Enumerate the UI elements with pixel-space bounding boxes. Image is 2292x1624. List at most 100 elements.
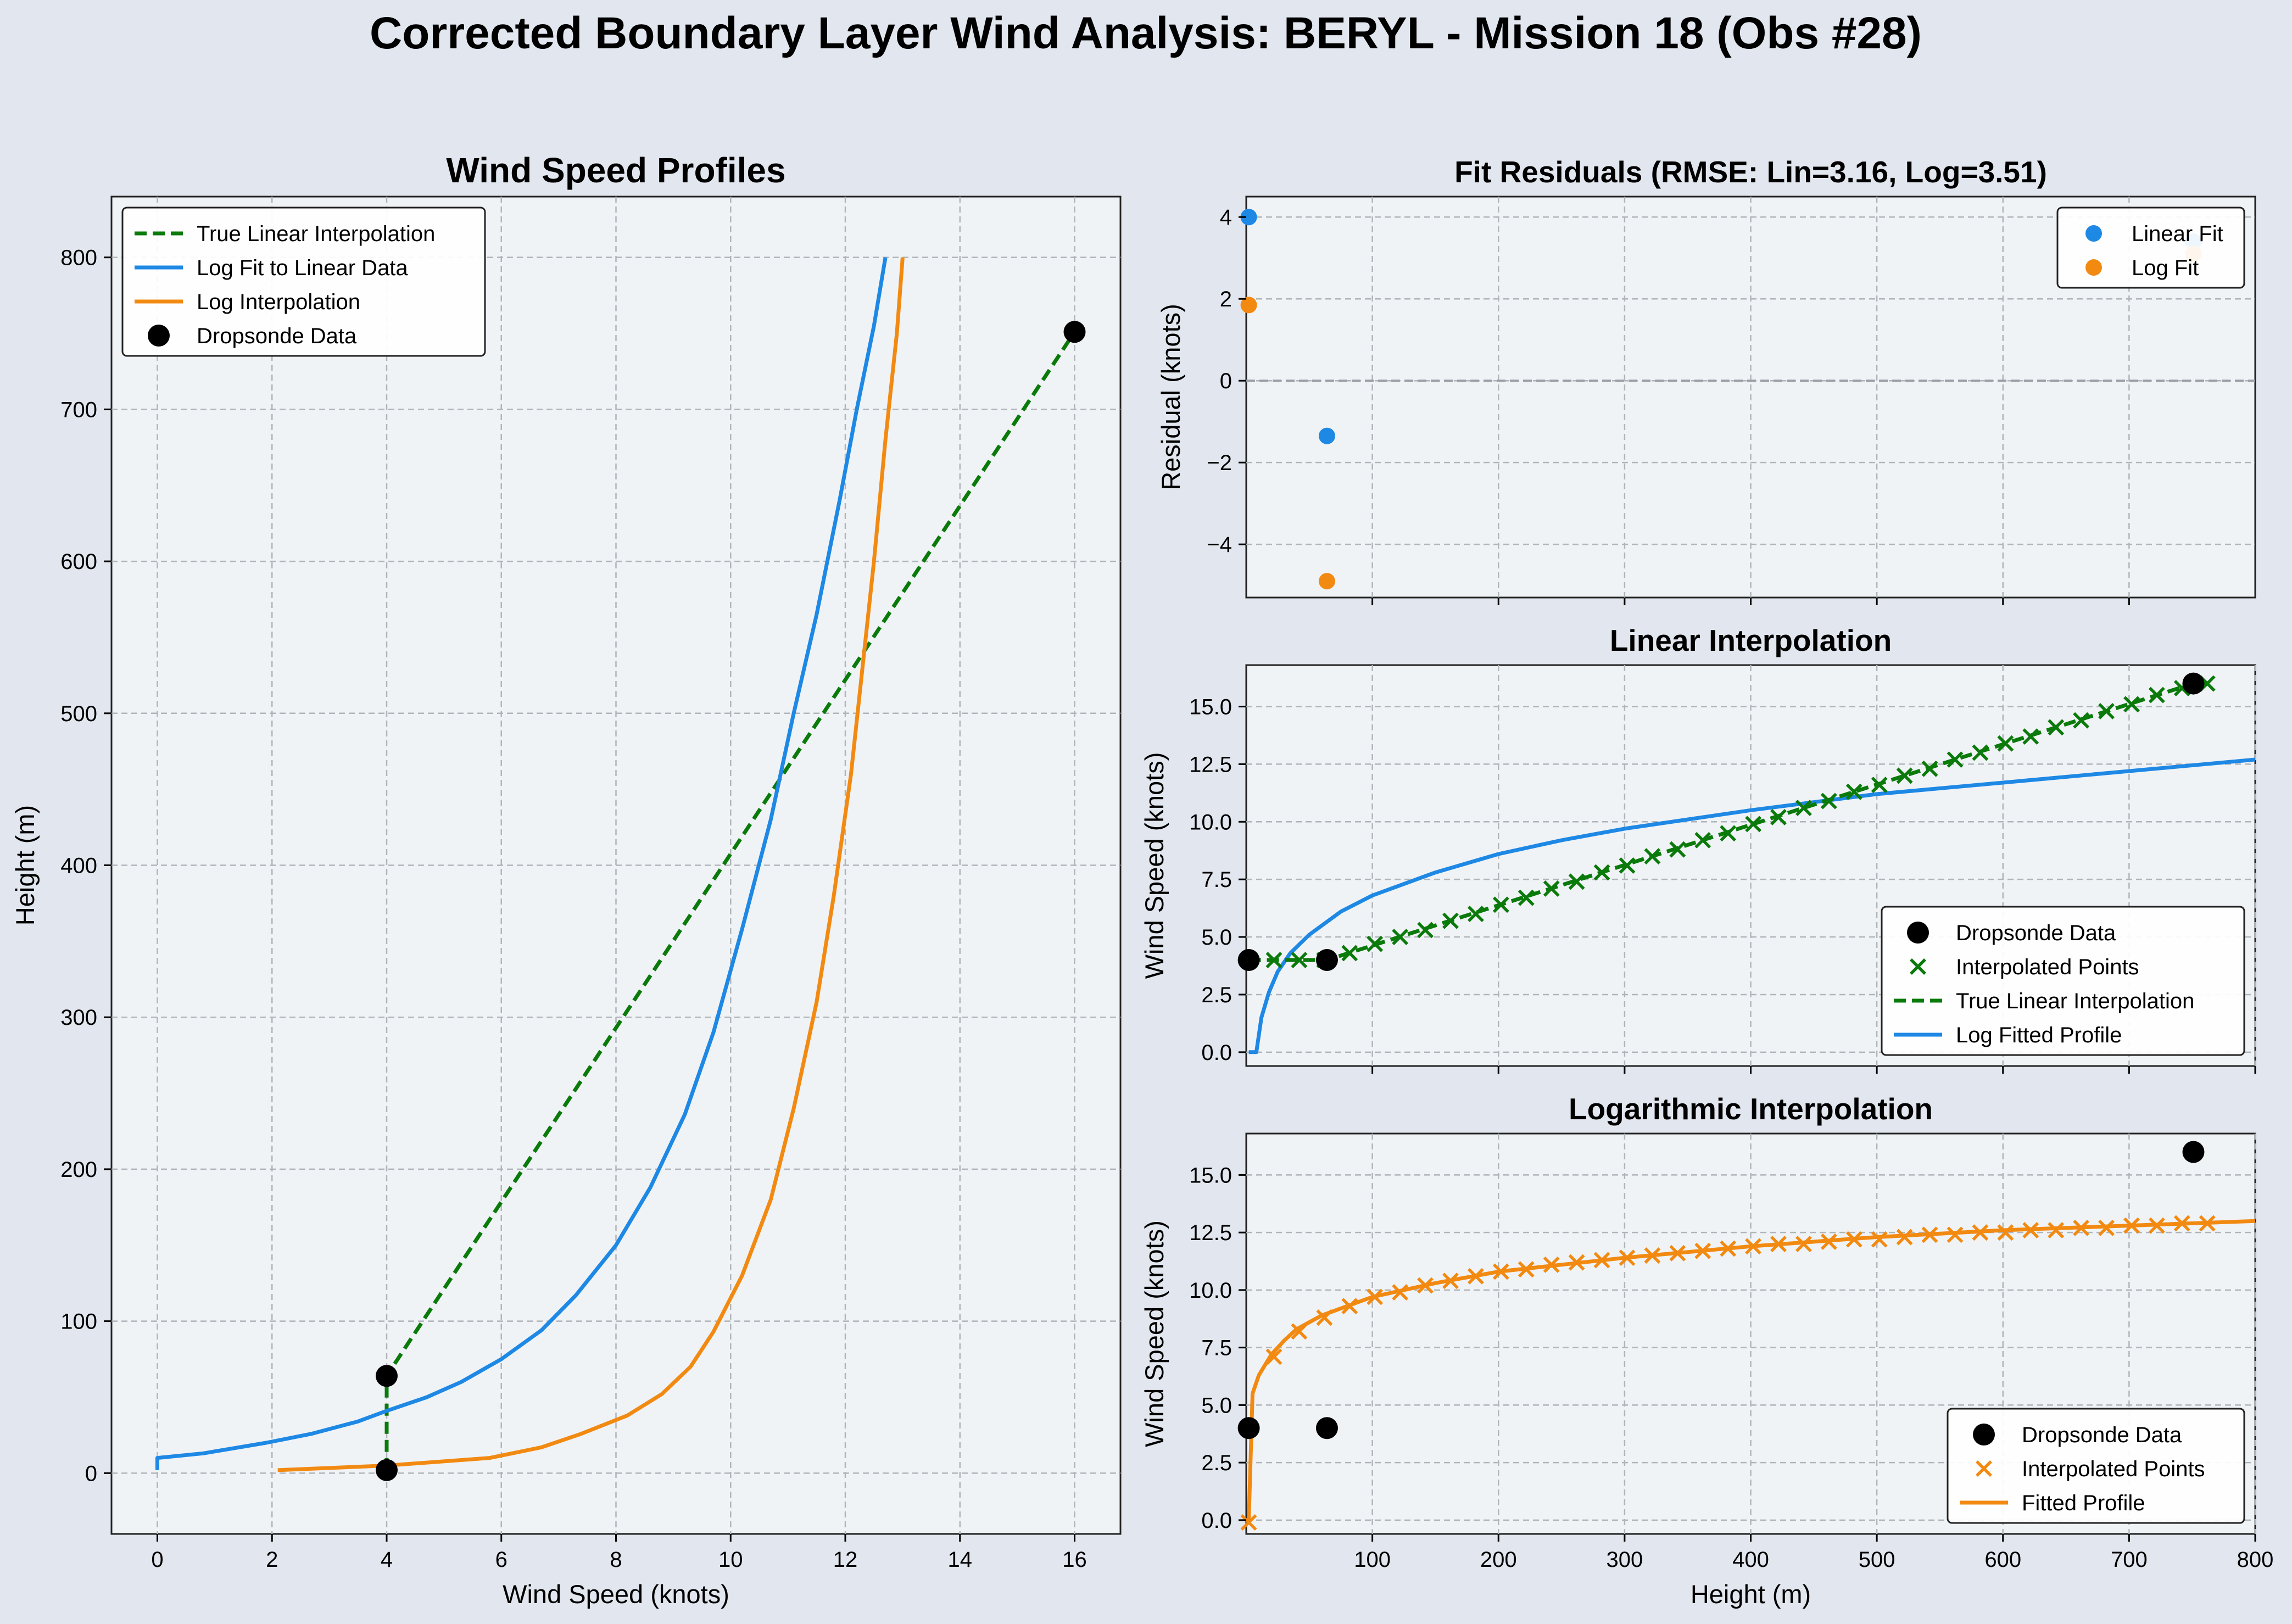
series-interpolated-points-point [1467,1268,1484,1285]
series-dropsonde-data-point [1315,949,1338,972]
series-interpolated-points-point [2073,1219,2090,1236]
y-tick-label: 600 [60,550,97,574]
series-group [1248,682,2255,1054]
y-tick-label: −2 [1207,451,1232,475]
x-tick-label: 200 [1480,1548,1517,1572]
legend-swatch-marker [1910,958,1926,975]
y-axis-label: Wind Speed (knots) [1140,1220,1169,1447]
x-tick-label: 500 [1859,1548,1895,1572]
series-interpolated-points-point [2199,1215,2216,1232]
series-interpolated-points-point [1593,864,1610,881]
series-interpolated-points-point [2073,712,2090,729]
y-axis-label: Wind Speed (knots) [1140,752,1169,979]
series-interpolated-points-point [1694,831,1711,849]
series-interpolated-points-point [1417,922,1434,939]
series-interpolated-points-point [1518,889,1535,906]
series-interpolated-points-point [1644,848,1661,865]
legend-label: Dropsonde Data [1956,921,2116,945]
series-interpolated-points-point [1795,800,1812,817]
legend-label: Log Fit [2132,256,2199,280]
series-interpolated-points-point [1392,929,1409,946]
y-tick-label: 7.5 [1201,868,1232,892]
x-tick-label: 0 [151,1548,163,1572]
series-interpolated-points-point [1568,873,1585,890]
chart-log: 100 200 300 400 500 600 700 800 0.0 2.5 5.0 7.5 10.0… [1140,1092,2273,1609]
x-tick-label: 600 [1984,1548,2021,1572]
legend-label: Dropsonde Data [197,324,357,348]
series-interpolated-points-point [1896,1229,1913,1246]
legend-swatch-marker [1907,922,1929,944]
series-interpolated-points-point [2123,1217,2140,1234]
series-log-interpolation-line [277,257,905,1472]
x-tick-label: 100 [1354,1548,1391,1572]
x-tick-label: 700 [2111,1548,2148,1572]
series-interpolated-points-point [1467,906,1484,923]
series-interpolated-points-point [1921,1226,1938,1243]
series-interpolated-points-point [1921,760,1938,777]
x-tick-label: 14 [948,1548,973,1572]
series-interpolated-points-point [2123,696,2140,713]
series-interpolated-points-point [1392,1284,1409,1301]
series-interpolated-points-point [1947,1226,1964,1243]
figure-title: Corrected Boundary Layer Wind Analysis: … [370,8,1922,58]
series-interpolated-points-point [1871,1231,1888,1248]
series-interpolated-points-point [1972,1224,1989,1241]
y-tick-label: −4 [1207,533,1232,557]
series-interpolated-points-point [2148,1217,2165,1234]
series-interpolated-points-point [1947,751,1964,768]
legend-swatch-marker [1976,1460,1992,1477]
y-tick-label: 10.0 [1189,1279,1232,1303]
y-tick-label: 5.0 [1201,925,1232,950]
series-interpolated-points-point [2098,1219,2115,1236]
series-interpolated-points-point [1896,767,1913,784]
series-log-fit-point [1240,297,1257,314]
series-interpolated-points-point [1291,1323,1308,1340]
series-interpolated-points-point [1845,1231,1862,1248]
series-interpolated-points-point [1543,880,1560,897]
y-tick-label: 10.0 [1189,810,1232,834]
legend-box [2056,207,2245,289]
chart-profiles: 0 2 4 6 8 10 12 14 16 0 100 200 300 400 500 600 700 800 Wi… [10,150,1122,1609]
y-tick-label: 0 [85,1461,97,1486]
series-interpolated-points-point [1972,744,1989,761]
x-tick-label: 400 [1732,1548,1769,1572]
legend-label: Log Interpolation [197,290,360,314]
series-interpolated-points-point [2022,728,2039,745]
series-dropsonde-data-point [1237,1417,1260,1439]
legend-swatch-marker [2085,225,2102,242]
y-tick-label: 2.5 [1201,983,1232,1007]
chart-linear: 0.0 2.5 5.0 7.5 10.0 12.5 15.0 Linear Interpola… [1140,623,2256,1074]
series-dropsonde-data-point [1063,321,1086,343]
series-interpolated-points-point [2022,1222,2039,1238]
series-interpolated-points-point [1492,1263,1509,1280]
legend-box [1947,1408,2245,1524]
series-interpolated-points-point [1770,808,1787,825]
series-interpolated-points-point [1619,1249,1636,1266]
series-interpolated-points-point [1770,1236,1787,1253]
series-interpolated-points-point [1316,1309,1333,1326]
series-log-fit-to-linear-data-line [155,257,888,1470]
chart-title: Linear Interpolation [1610,623,1892,657]
legend-label: Interpolated Points [2022,1457,2205,1481]
series-interpolated-points-point [1745,1238,1762,1255]
series-dropsonde-data-point [2182,1141,2205,1163]
series-interpolated-points-point [1820,1233,1837,1250]
chart-title: Fit Residuals (RMSE: Lin=3.16, Log=3.51) [1454,155,2047,189]
y-axis-label: Height (m) [10,805,40,925]
x-tick-label: 8 [610,1548,622,1572]
series-interpolated-points-point [1367,935,1384,952]
y-tick-label: 0.0 [1201,1509,1232,1533]
series-interpolated-points-point [1568,1254,1585,1271]
series-interpolated-points-point [1265,1348,1282,1365]
series-interpolated-points-point [2173,1215,2190,1232]
series-interpolated-points-point [1820,793,1837,810]
x-tick-label: 300 [1607,1548,1643,1572]
x-axis-label: Wind Speed (knots) [503,1580,729,1609]
series-interpolated-points-point [2048,1222,2065,1238]
legend: True Linear Interpolation Log Fit to Line… [121,207,486,357]
y-tick-label: 12.5 [1189,752,1232,777]
series-interpolated-points-point [1694,1242,1711,1259]
series-linear-fit-point [1240,209,1257,226]
series-interpolated-points-point [1720,825,1737,842]
